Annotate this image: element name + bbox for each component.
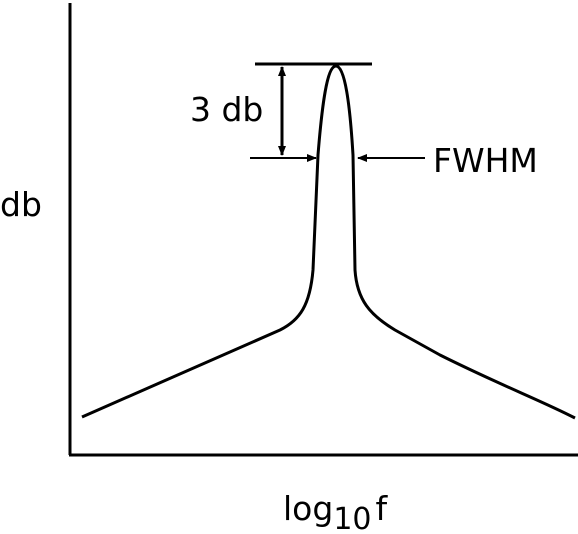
fwhm-label: FWHM [433,141,538,180]
y-axis-label: db [0,185,42,224]
x-axis-label-base: log [283,489,333,528]
x-axis-label-variable: f [376,489,389,528]
x-axis-label: log10 f [283,489,389,534]
x-axis-label-subscript: 10 [333,502,371,534]
three-db-label: 3 db [190,90,263,129]
resonance-curve [81,64,576,420]
